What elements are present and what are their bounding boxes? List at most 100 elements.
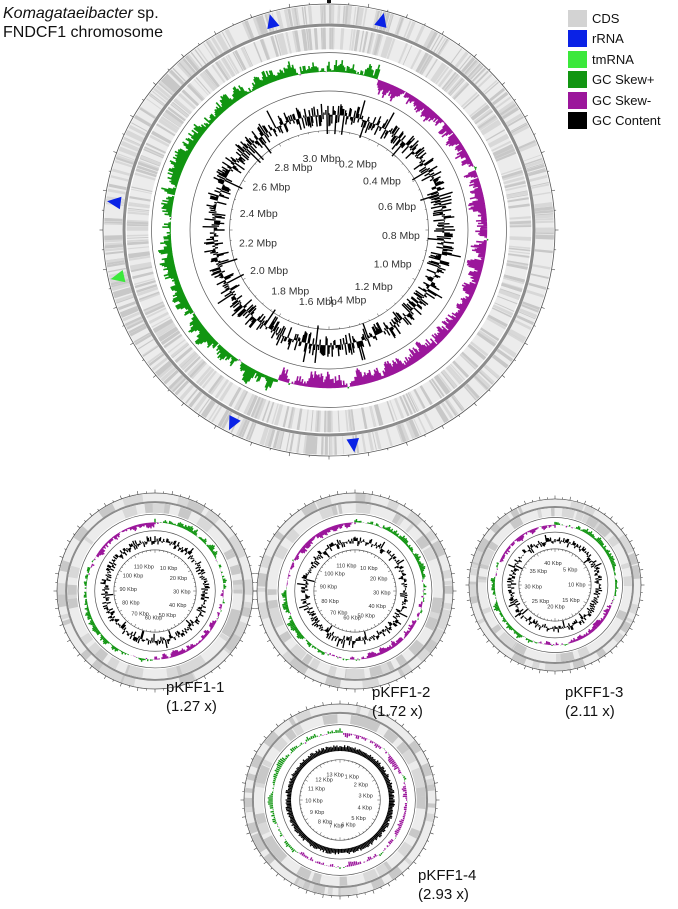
outer-tick xyxy=(439,639,444,643)
outer-tick xyxy=(266,539,271,543)
cds-feature xyxy=(158,82,173,96)
cds-feature xyxy=(399,423,408,442)
cds-feature xyxy=(243,393,255,415)
cds-feature xyxy=(402,45,413,66)
scale-tick xyxy=(304,779,308,782)
cds-feature xyxy=(170,103,188,118)
outer-tick xyxy=(517,662,519,665)
cds-feature xyxy=(512,642,527,656)
cds-feature xyxy=(215,61,229,81)
cds-feature xyxy=(403,20,412,38)
cds-reverse-track xyxy=(126,27,532,433)
cds-feature xyxy=(255,775,267,785)
scale-tick xyxy=(373,555,376,559)
scale-tick xyxy=(319,609,323,612)
outer-tick xyxy=(283,719,286,722)
gc-content-outer-ring xyxy=(94,530,216,652)
outer-tick xyxy=(380,886,382,889)
origin-marker xyxy=(327,0,331,3)
outer-tick xyxy=(364,892,366,895)
cds-feature xyxy=(153,319,174,333)
scale-label: 5 Kbp xyxy=(351,816,365,822)
cds-feature xyxy=(142,344,158,356)
cds-feature xyxy=(419,54,432,75)
cds-feature xyxy=(170,342,189,358)
outer-tick xyxy=(142,359,145,362)
outer-tick xyxy=(89,513,93,517)
cds-feature xyxy=(423,29,435,48)
scale-label: 40 Kbp xyxy=(169,603,186,609)
cds-feature xyxy=(301,502,318,517)
cds-feature xyxy=(526,163,544,170)
cds-feature xyxy=(143,301,164,312)
cds-feature xyxy=(507,116,524,127)
outer-tick xyxy=(259,624,264,626)
scale-tick xyxy=(575,555,577,558)
scale-tick xyxy=(186,566,189,568)
outer-tick xyxy=(275,873,279,877)
outer-tick xyxy=(591,662,593,665)
gc-content xyxy=(100,536,210,649)
scale-tick xyxy=(401,163,404,165)
scale-tick xyxy=(330,622,332,625)
scale-label: 20 Kbp xyxy=(370,576,387,582)
cds-feature xyxy=(128,255,151,261)
outer-tick xyxy=(246,556,251,558)
cds-feature xyxy=(564,508,576,519)
outer-tick xyxy=(396,679,398,682)
cds-feature xyxy=(263,852,276,865)
cds-feature xyxy=(499,289,521,299)
scale-tick xyxy=(173,623,176,627)
outer-tick xyxy=(224,520,226,522)
scale-label: 2.2 Mbp xyxy=(239,238,277,250)
cds-feature xyxy=(127,211,149,216)
outer-tick xyxy=(113,307,117,309)
cds-feature xyxy=(57,582,66,595)
scale-tick xyxy=(119,609,123,612)
cds-feature xyxy=(163,111,183,127)
cds-feature xyxy=(507,197,529,203)
scale-tick xyxy=(312,828,315,831)
outer-tick xyxy=(254,573,259,575)
cds-feature xyxy=(276,33,285,56)
cds-feature xyxy=(481,121,501,135)
cds-feature xyxy=(370,405,377,427)
outer-tick xyxy=(246,832,250,835)
cds-feature xyxy=(444,580,453,586)
backbone-ring xyxy=(65,501,245,681)
plasmid-name: pKFF1-2 xyxy=(372,684,431,701)
cds-feature xyxy=(111,168,131,176)
outer-tick xyxy=(637,606,641,609)
cds-feature xyxy=(427,803,436,808)
cds-feature xyxy=(405,393,417,414)
cds-feature xyxy=(494,148,516,160)
scale-label: 6 Kbp xyxy=(341,823,355,829)
cds-feature xyxy=(497,348,514,361)
scale-tick xyxy=(324,617,326,619)
cds-feature xyxy=(241,420,250,438)
cds-feature xyxy=(495,151,517,162)
cds-feature xyxy=(128,251,150,258)
cds-feature xyxy=(80,632,94,645)
plasmid-coverage: (1.27 x) xyxy=(166,698,217,715)
scale-tick xyxy=(130,557,132,560)
cds-feature xyxy=(253,41,263,63)
cds-feature xyxy=(517,506,524,515)
outer-tick xyxy=(229,525,233,529)
cds-feature xyxy=(296,408,303,431)
cds-feature xyxy=(473,108,493,124)
cds-feature xyxy=(304,409,309,432)
outer-tick xyxy=(297,671,300,674)
cds-feature xyxy=(246,422,255,440)
cds-feature xyxy=(509,220,532,225)
scale-tick xyxy=(307,776,309,778)
outer-tick xyxy=(188,495,190,500)
cds-feature xyxy=(535,228,554,232)
cds-feature xyxy=(425,30,435,48)
cds-feature xyxy=(57,596,67,608)
cds-feature xyxy=(211,406,223,423)
cds-feature xyxy=(114,159,133,168)
scale-label: 0.4 Mbp xyxy=(363,176,401,188)
cds-feature xyxy=(126,319,144,330)
outer-tick xyxy=(371,490,373,495)
